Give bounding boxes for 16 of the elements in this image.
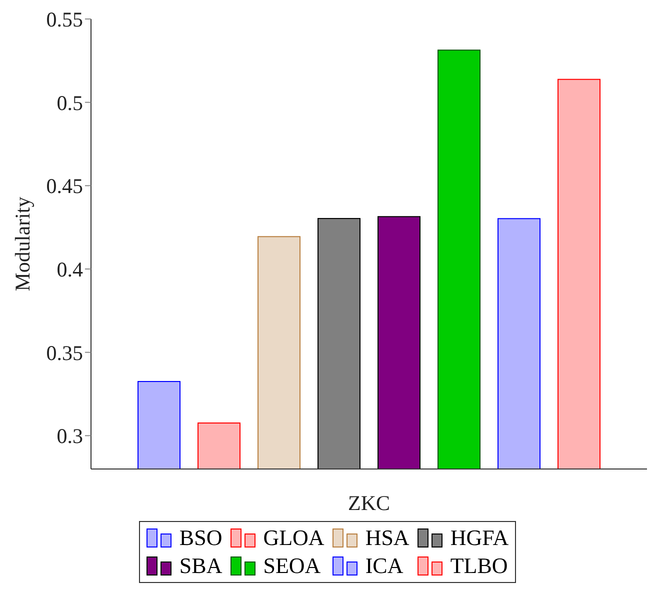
x-tick-label: ZKC — [348, 490, 390, 515]
legend-label: GLOA — [263, 524, 324, 552]
legend-label: SEOA — [263, 552, 321, 580]
y-tick-label: 0.5 — [56, 90, 83, 115]
legend-label: BSO — [179, 524, 222, 552]
y-axis-title: Modularity — [10, 196, 34, 292]
y-tick-label: 0.45 — [46, 174, 83, 198]
y-tick-label: 0.55 — [46, 7, 83, 32]
legend-label: HSA — [365, 524, 410, 552]
legend-label: HGFA — [450, 524, 509, 552]
legend-label: TLBO — [450, 552, 508, 580]
legend-label: ICA — [365, 552, 404, 580]
y-tick-label: 0.4 — [56, 257, 84, 282]
legend-label: SBA — [179, 552, 222, 580]
y-tick-label: 0.35 — [46, 340, 83, 365]
y-tick-label: 0.3 — [56, 424, 83, 448]
